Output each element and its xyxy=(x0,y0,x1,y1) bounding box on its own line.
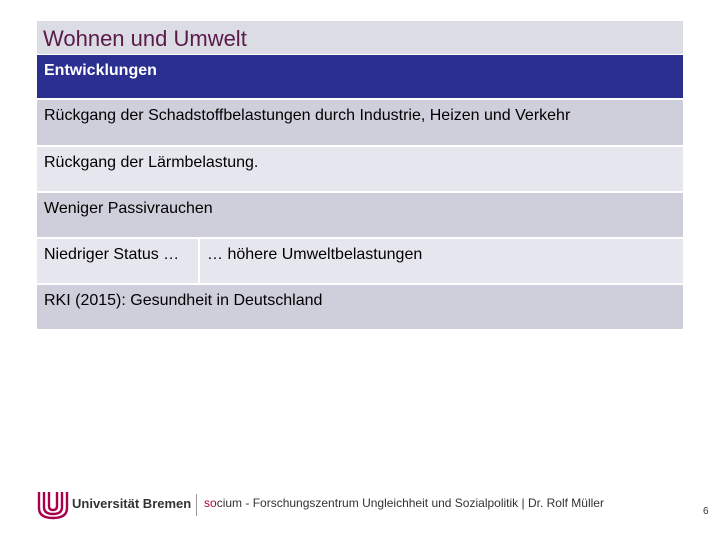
table-row: Rückgang der Lärmbelastung. xyxy=(37,147,683,193)
institute-prefix: so xyxy=(204,496,217,510)
table-cell-left-text: Niedriger Status … xyxy=(44,246,180,263)
table-cell-right-text: … höhere Umweltbelastungen xyxy=(207,246,423,263)
table-row-split: Niedriger Status … … höhere Umweltbelast… xyxy=(37,239,683,285)
table-row-text: Rückgang der Lärmbelastung. xyxy=(44,154,259,171)
institute-credit: socium - Forschungszentrum Ungleichheit … xyxy=(204,496,604,510)
table-row: Rückgang der Schadstoffbelastungen durch… xyxy=(37,100,683,147)
institute-text: cium - Forschungszentrum Ungleichheit un… xyxy=(216,496,604,510)
footer: Universität Bremen socium - Forschungsze… xyxy=(0,486,720,526)
slide-title: Wohnen und Umwelt xyxy=(43,26,247,51)
university-logo-icon xyxy=(37,490,69,520)
table-cell-left: Niedriger Status … xyxy=(37,239,200,283)
content-table: Entwicklungen Rückgang der Schadstoffbel… xyxy=(37,55,683,331)
table-row-source: RKI (2015): Gesundheit in Deutschland xyxy=(37,285,683,331)
page-number: 6 xyxy=(703,506,709,517)
table-row-text: Weniger Passivrauchen xyxy=(44,200,213,217)
source-citation: RKI (2015): Gesundheit in Deutschland xyxy=(44,292,323,309)
table-header-label: Entwicklungen xyxy=(44,62,157,79)
table-header-row: Entwicklungen xyxy=(37,55,683,100)
table-cell-right: … höhere Umweltbelastungen xyxy=(200,239,683,283)
university-name: Universität Bremen xyxy=(72,496,192,511)
table-row-text: Rückgang der Schadstoffbelastungen durch… xyxy=(44,107,571,124)
table-row: Weniger Passivrauchen xyxy=(37,193,683,239)
footer-divider xyxy=(196,494,197,516)
title-bar: Wohnen und Umwelt xyxy=(37,21,683,54)
